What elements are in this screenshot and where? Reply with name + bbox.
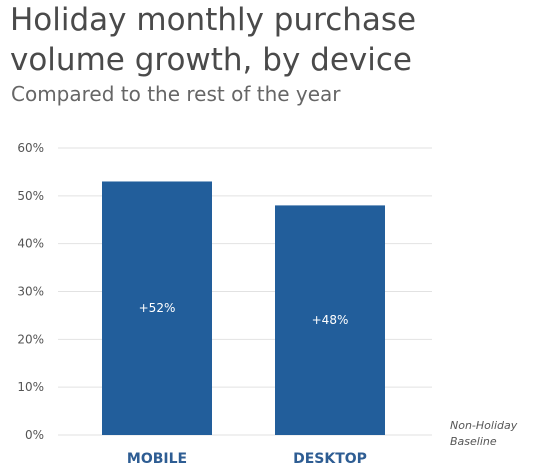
y-tick-label: 50% <box>17 189 44 203</box>
x-category-label: MOBILE <box>127 451 187 467</box>
chart-subtitle: Compared to the rest of the year <box>11 82 341 106</box>
baseline-annotation: Baseline <box>450 435 497 448</box>
y-tick-label: 0% <box>25 428 44 442</box>
bar <box>275 205 385 435</box>
bar <box>102 181 212 435</box>
bar-data-label: +52% <box>139 301 176 315</box>
y-tick-label: 40% <box>17 237 44 251</box>
y-tick-label: 30% <box>17 285 44 299</box>
y-tick-label: 60% <box>17 141 44 155</box>
x-category-label: DESKTOP <box>293 451 367 467</box>
y-tick-label: 10% <box>17 380 44 394</box>
bar-data-label: +48% <box>312 313 349 327</box>
baseline-annotation: Non-Holiday <box>450 419 518 432</box>
chart-title: Holiday monthly purchase volume growth, … <box>10 2 417 78</box>
y-tick-label: 20% <box>17 332 44 346</box>
